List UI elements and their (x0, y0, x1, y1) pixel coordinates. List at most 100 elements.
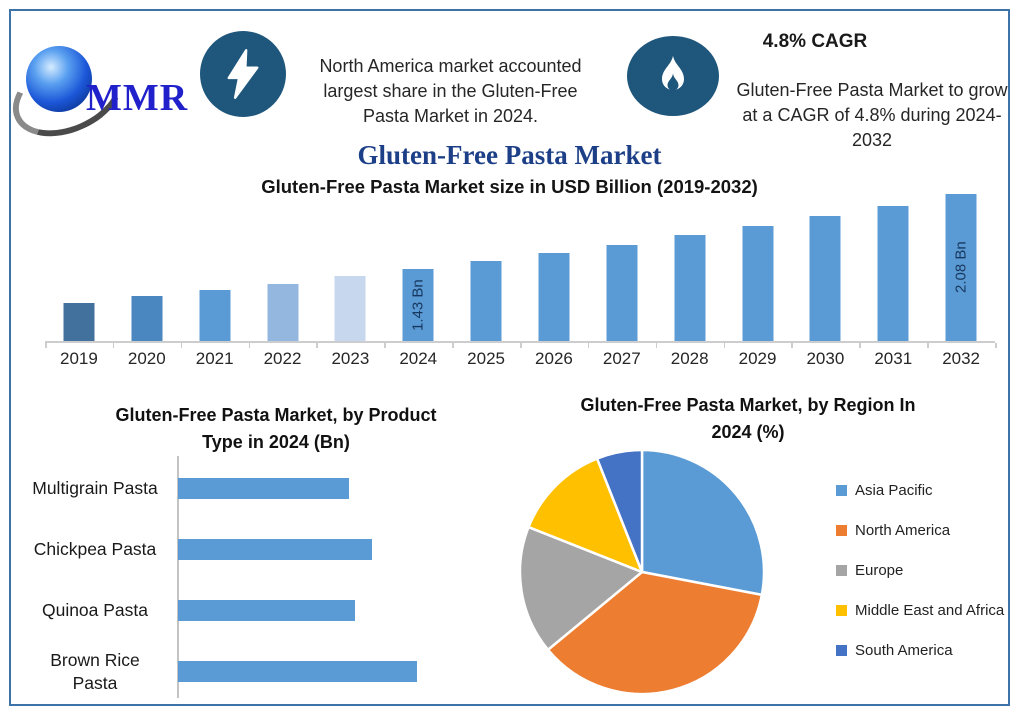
product-type-chart-title: Gluten-Free Pasta Market, by Product Typ… (115, 405, 437, 452)
legend-swatch-asia-pacific (836, 484, 847, 496)
pie-slice-north-america (546, 570, 764, 696)
year-label-2019: 2019 (60, 349, 98, 368)
bar-quinoa-pasta (178, 600, 355, 621)
lightning-badge (200, 31, 286, 117)
year-label-2020: 2020 (127, 349, 166, 368)
year-label-2031: 2031 (874, 349, 913, 368)
legend-item-asia-pacific: Asia Pacific (836, 479, 1004, 501)
page-title: Gluten-Free Pasta Market (357, 140, 662, 170)
pie-slice-middle-east-and-africa (527, 457, 644, 574)
column-slot-2022 (249, 186, 317, 341)
pie-slice-europe (518, 525, 644, 652)
column-chart-title: Gluten-Free Pasta Market size in USD Bil… (261, 176, 758, 197)
region-pie-chart (518, 448, 766, 696)
axis-tick (723, 343, 726, 348)
market-size-column-chart: 1.43 Bn 2.08 Bn (45, 186, 995, 341)
category-label-multigrain-pasta: Multigrain Pasta (32, 478, 158, 498)
category-label-quinoa-pasta: Quinoa Pasta (41, 600, 149, 620)
year-label-2028: 2028 (670, 349, 709, 368)
column-slot-2026 (520, 186, 588, 341)
column-chart-year-labels: 2019 2020 2021 2022 2023 2024 2025 2026 2027 2028… (45, 349, 995, 369)
year-label-2030: 2030 (806, 349, 845, 368)
year-label-2022: 2022 (263, 349, 302, 368)
legend-label-europe: Europe (855, 561, 904, 579)
region-legend: Asia Pacific North America Europe Middle Ea… (836, 479, 1004, 679)
axis-tick (384, 343, 386, 348)
legend-swatch-south-america (836, 644, 847, 656)
pie-slice-south-america (595, 448, 644, 574)
axis-tick (587, 343, 590, 348)
bar-value-label-2032: 2.08 Bn (952, 241, 970, 294)
legend-label-asia-pacific: Asia Pacific (855, 481, 933, 499)
bar-2019 (63, 303, 95, 341)
mmr-logo: MMR (86, 77, 189, 119)
bar-2030 (809, 216, 841, 341)
bar-2026 (538, 253, 570, 341)
flame-badge (627, 36, 719, 116)
year-label-2029: 2029 (738, 349, 777, 368)
bar-2032: 2.08 Bn (945, 194, 977, 341)
axis-tick (180, 343, 183, 348)
year-label-2027: 2027 (602, 349, 641, 368)
column-slot-2032: 2.08 Bn (927, 186, 995, 341)
axis-tick (520, 343, 522, 348)
pie-slice-asia-pacific (640, 448, 766, 597)
axis-tick (655, 343, 658, 348)
category-label-chickpea-pasta: Chickpea Pasta (33, 539, 157, 559)
legend-item-europe: Europe (836, 559, 1004, 581)
column-slot-2028 (656, 186, 724, 341)
legend-label-south-america: South America (855, 641, 953, 659)
column-slot-2023 (316, 186, 384, 341)
column-slot-2025 (452, 186, 520, 341)
bar-chickpea-pasta (178, 539, 372, 560)
category-label-brown-rice-pasta: Brown Rice Pasta (50, 649, 140, 693)
column-slot-2024: 1.43 Bn (384, 186, 452, 341)
legend-label-north-america: North America (855, 521, 951, 539)
product-row-quinoa-pasta (178, 580, 478, 641)
column-slot-2027 (588, 186, 656, 341)
axis-tick (791, 343, 793, 348)
legend-label-middle-east-and-africa: Middle East and Africa (855, 601, 1005, 619)
product-row-brown-rice-pasta (178, 641, 478, 702)
bar-2028 (674, 235, 706, 341)
legend-swatch-europe (836, 564, 847, 576)
region-chart-title: Gluten-Free Pasta Market, by Region In 2… (580, 395, 916, 442)
legend-item-middle-east-and-africa: Middle East and Africa (836, 599, 1004, 621)
cagr-heading: 4.8% CAGR (762, 31, 868, 52)
bar-value-label-2024: 1.43 Bn (409, 279, 427, 331)
column-slot-2029 (724, 186, 792, 341)
cagr-text: Gluten-Free Pasta Market to grow at a CA… (736, 80, 1008, 150)
globe-icon (26, 46, 92, 112)
axis-tick (248, 343, 251, 348)
bar-2025 (470, 261, 502, 341)
column-slot-2020 (113, 186, 181, 341)
axis-tick (859, 343, 861, 348)
product-row-chickpea-pasta (178, 519, 478, 580)
year-label-2023: 2023 (331, 349, 370, 368)
legend-item-south-america: South America (836, 639, 1004, 661)
bar-multigrain-pasta (178, 478, 349, 499)
axis-tick (927, 343, 929, 348)
column-slot-2021 (181, 186, 249, 341)
column-chart-x-axis (45, 341, 997, 349)
bar-2031 (877, 206, 909, 341)
year-label-2025: 2025 (467, 349, 505, 368)
column-slot-2031 (859, 186, 927, 341)
bar-brown-rice-pasta (178, 661, 417, 682)
product-type-bar-chart (178, 458, 478, 702)
legend-swatch-north-america (836, 524, 847, 536)
axis-tick (45, 343, 47, 348)
year-label-2026: 2026 (535, 349, 573, 368)
column-slot-2030 (791, 186, 859, 341)
product-type-chart-y-axis (177, 456, 179, 698)
bar-2023 (334, 276, 366, 341)
bar-2027 (606, 245, 638, 341)
bar-2024: 1.43 Bn (402, 269, 434, 341)
year-label-2021: 2021 (195, 349, 234, 368)
axis-tick (452, 343, 454, 348)
flame-icon (662, 55, 684, 91)
bar-2021 (199, 290, 231, 341)
axis-tick (995, 343, 997, 348)
highlight-north-america-text: North America market accounted largest s… (319, 56, 582, 126)
